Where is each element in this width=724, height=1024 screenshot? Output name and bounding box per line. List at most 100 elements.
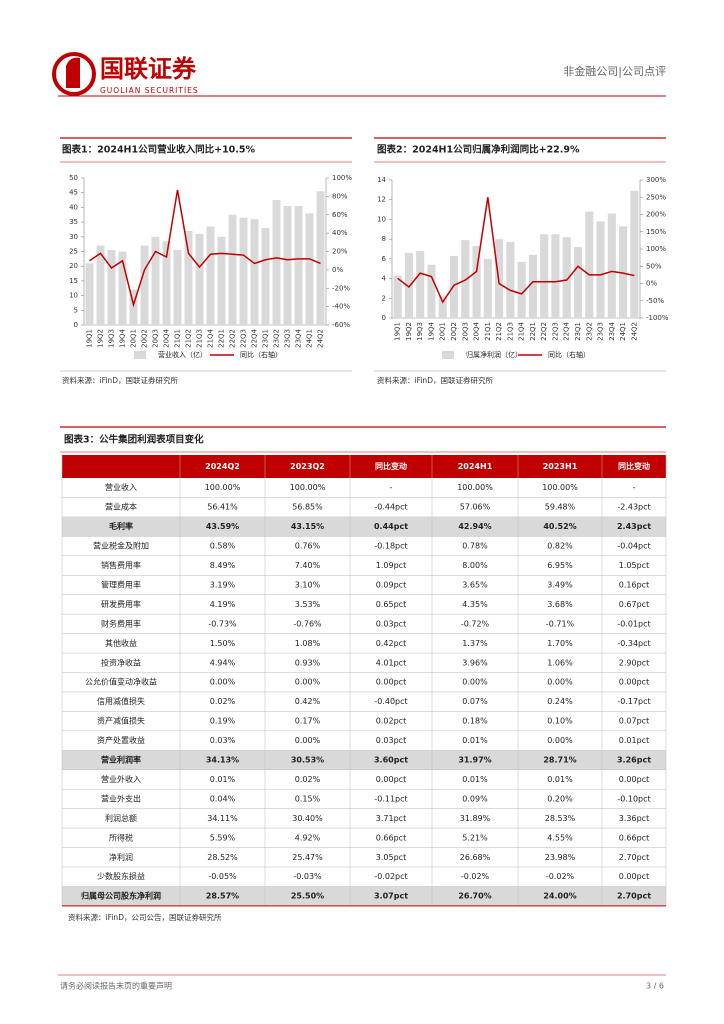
y-tick-label: 8 [382, 235, 386, 243]
row-label: 营业税金及附加 [93, 541, 149, 551]
table-cell: 6.95% [547, 561, 573, 570]
row-label: 资产减值损失 [97, 716, 145, 726]
table-cell: 4.92% [295, 833, 321, 842]
logo-mark [66, 57, 80, 88]
table-cell: -0.73% [208, 619, 237, 628]
column-header: 2023Q2 [290, 462, 325, 471]
x-tick-label: 21Q2 [185, 329, 193, 348]
footer-note: 请务必阅读报告末页的重要声明 [60, 981, 172, 991]
report-category: 非金融公司|公司点评 [563, 64, 666, 78]
x-tick-label: 24Q1 [306, 329, 314, 348]
table-cell: 1.05pct [619, 561, 649, 570]
bar [96, 245, 105, 325]
bar [528, 254, 537, 318]
table-cell: 0.20% [547, 794, 573, 803]
x-tick-label: 20Q2 [450, 322, 458, 341]
x-tick-label: 22Q2 [229, 329, 237, 348]
table-cell: 28.52% [207, 853, 238, 862]
table-cell: 100.00% [290, 483, 326, 492]
chart-source: 资料来源：iFinD，国联证券研究所 [377, 375, 493, 385]
bar [483, 258, 492, 318]
table-cell: 24.00% [543, 892, 576, 901]
x-tick-label: 21Q2 [495, 322, 503, 341]
table-cell: 34.13% [206, 756, 239, 765]
bar [261, 227, 270, 325]
bar [118, 251, 127, 325]
x-tick-label: 23Q2 [273, 329, 281, 348]
line-series [89, 189, 321, 308]
bar [393, 275, 402, 318]
row-label: 净利润 [109, 852, 133, 862]
bar [404, 252, 413, 318]
row-label: 利润总额 [105, 813, 137, 823]
table-cell: -0.05% [208, 872, 237, 881]
bar [573, 247, 583, 318]
table-cell: 0.01% [462, 736, 488, 745]
x-tick-label: 19Q2 [97, 329, 105, 348]
table-cell: 0.01pct [619, 736, 649, 745]
table-cell: 31.89% [460, 814, 491, 823]
y-tick-label: 25 [69, 248, 78, 256]
y-tick-label: 45 [69, 189, 78, 197]
table-cell: 1.08% [295, 639, 321, 648]
y-tick-label: 35 [69, 218, 78, 226]
x-tick-label: 21Q4 [207, 328, 215, 347]
bar [173, 250, 182, 325]
row-label: 所得税 [109, 832, 133, 842]
table-cell: 8.49% [210, 561, 236, 570]
row-label: 资产处置收益 [97, 735, 145, 745]
x-tick-label: 22Q3 [551, 322, 559, 341]
table-cell: 100.00% [457, 483, 493, 492]
x-tick-label: 21Q4 [518, 321, 526, 340]
x-tick-label: 23Q1 [262, 329, 270, 348]
table-cell: 30.53% [291, 756, 324, 765]
table-cell: -0.17pct [617, 697, 650, 706]
table-cell: 0.09pct [376, 580, 406, 589]
row-label: 少数股东损益 [97, 871, 145, 881]
bar [517, 261, 526, 318]
table-cell: -0.71% [546, 619, 575, 628]
table-cell: 2.90pct [619, 658, 649, 667]
row-label: 管理费用率 [101, 579, 141, 589]
table-cell: 4.19% [210, 600, 236, 609]
x-tick-label: 22Q1 [218, 329, 226, 348]
bar [596, 221, 605, 318]
logo: 国联证券 GUOLIAN SECURITIES [52, 52, 198, 96]
table-cell: 4.01pct [376, 658, 406, 667]
table-cell: 4.55% [547, 833, 573, 842]
y2-tick-label: 100% [646, 245, 666, 253]
bar [506, 242, 515, 318]
bar [283, 205, 292, 325]
bar [294, 205, 303, 325]
table-cell: 0.01% [547, 775, 573, 784]
table-cell: 28.71% [543, 756, 576, 765]
table-cell: 0.09% [462, 794, 488, 803]
table-cell: 59.48% [545, 503, 576, 512]
table-cell: 3.07pct [374, 892, 408, 901]
y2-tick-label: -20% [332, 284, 350, 292]
x-tick-label: 23Q4 [608, 321, 616, 340]
table-cell: 28.53% [545, 814, 576, 823]
x-tick-label: 23Q3 [597, 322, 605, 341]
table-cell: 0.76% [295, 542, 321, 551]
legend-swatch [134, 351, 146, 359]
bar [162, 241, 171, 325]
table-cell: 0.65pct [376, 600, 406, 609]
chart-title: 图表2：2024H1公司归属净利润同比+22.9% [377, 144, 580, 156]
table-cell: 1.06% [547, 658, 573, 667]
table-cell: 0.67pct [619, 600, 649, 609]
table-cell: 2.70pct [617, 892, 651, 901]
table-cell: 0.02% [210, 697, 236, 706]
table-cell: 0.00% [547, 678, 573, 687]
legend-swatch [442, 351, 454, 359]
table-cell: 4.35% [462, 600, 488, 609]
x-tick-label: 21Q1 [484, 322, 492, 341]
row-label: 营业收入 [105, 482, 137, 492]
table-cell: 0.00pct [619, 872, 649, 881]
y-tick-label: 50 [69, 174, 78, 182]
row-label: 投资净收益 [101, 657, 141, 667]
row-label: 营业成本 [105, 502, 137, 512]
bar [140, 245, 149, 325]
table-cell: 25.50% [291, 892, 324, 901]
